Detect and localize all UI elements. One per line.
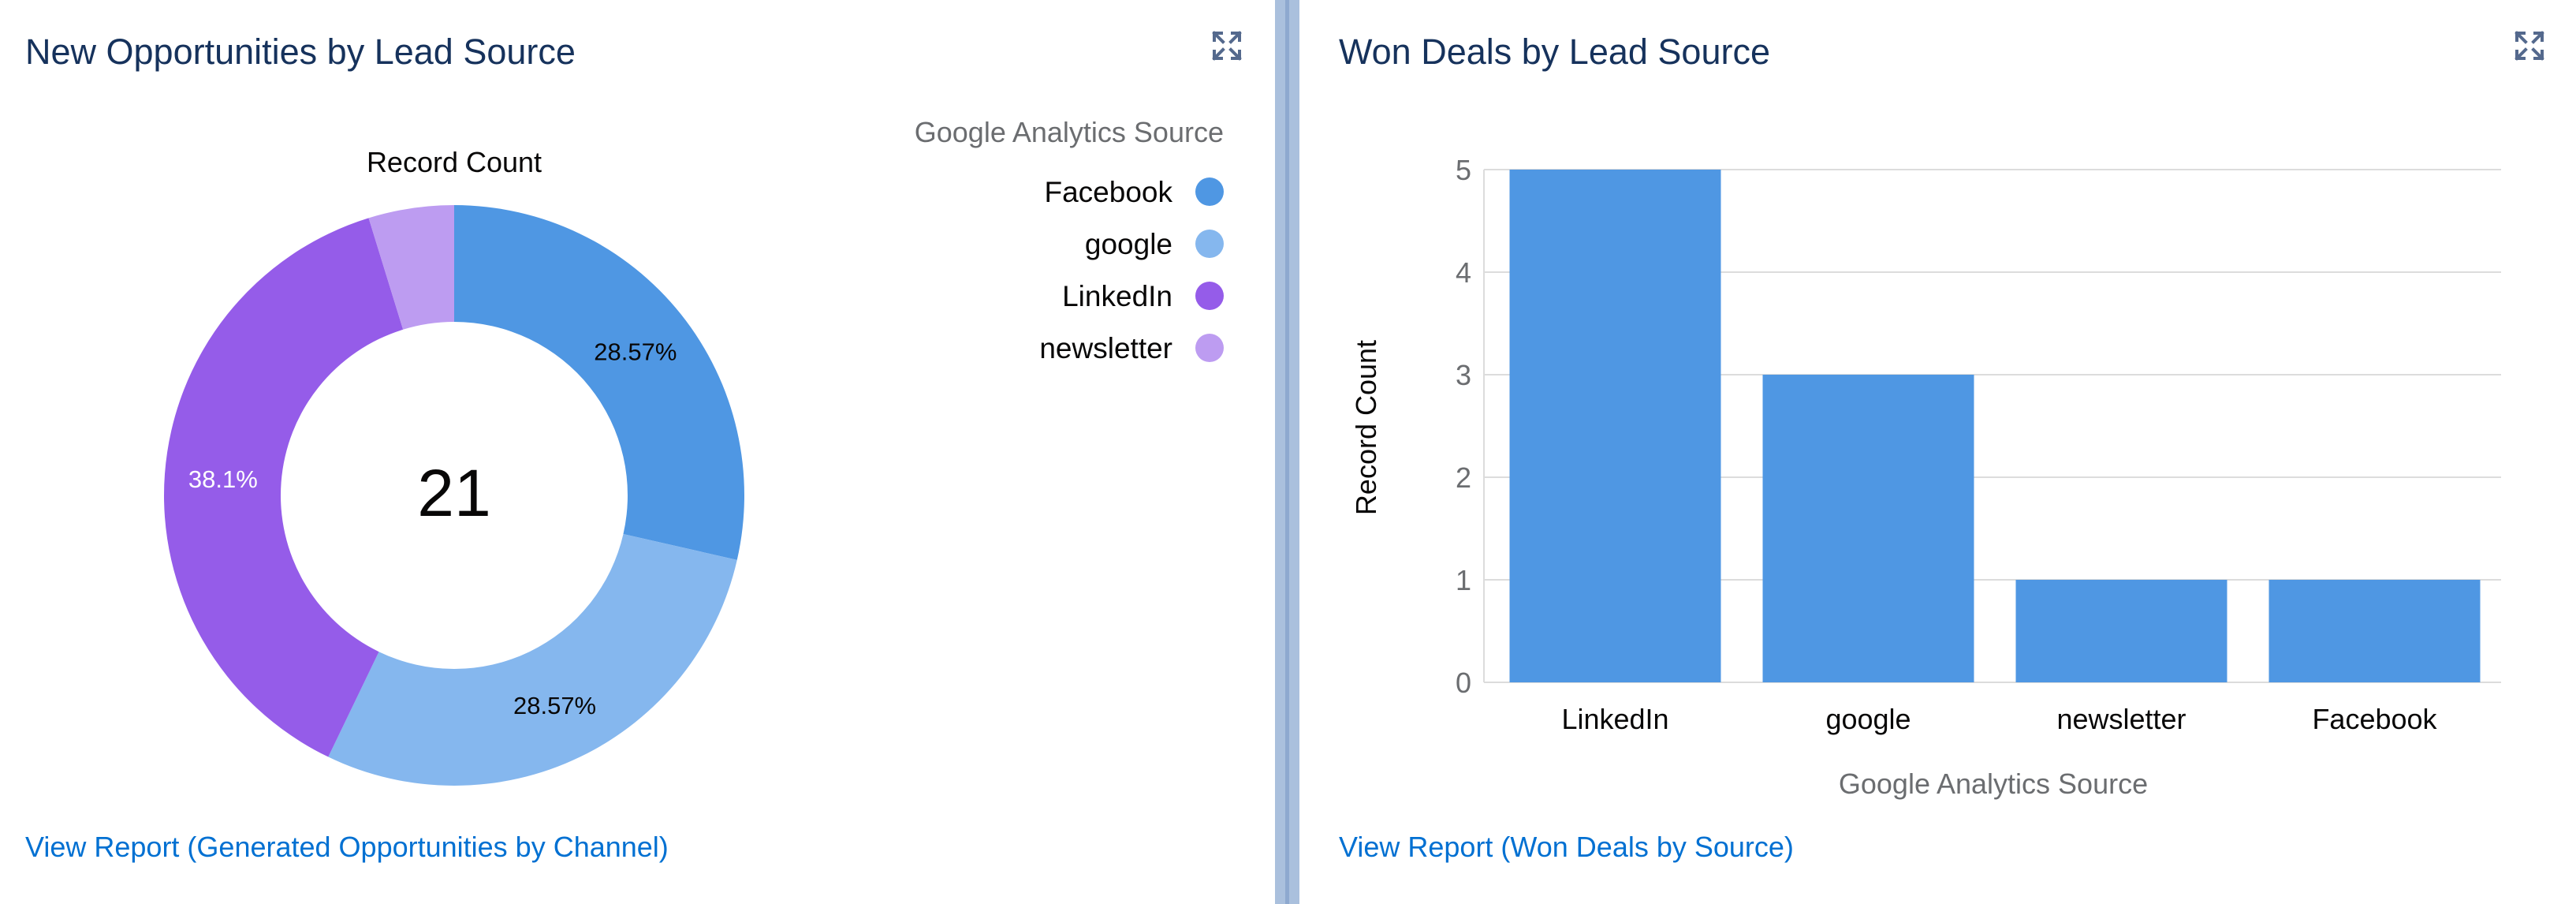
donut-chart: Record Count 21 28.57% 28.57% 38.1% Google… (164, 116, 1225, 786)
legend-swatch (1195, 334, 1224, 362)
x-tick-label: LinkedIn (1561, 703, 1668, 735)
expand-button[interactable] (2514, 30, 2545, 62)
donut-slice-linkedin[interactable] (164, 218, 404, 757)
slice-label-google: 28.57% (513, 692, 596, 719)
legend-swatch (1195, 282, 1224, 310)
total-record-count: 21 (417, 456, 490, 530)
legend-item-linkedin[interactable]: LinkedIn (1062, 280, 1224, 312)
divider-line (1285, 0, 1289, 904)
bar-newsletter[interactable] (2015, 580, 2227, 682)
x-axis-label: Google Analytics Source (1839, 768, 2148, 800)
view-report-link[interactable]: View Report (Won Deals by Source) (1339, 831, 1794, 863)
expand-icon (2514, 31, 2544, 61)
bar-facebook[interactable] (2268, 580, 2481, 682)
donut-slice-facebook[interactable] (454, 205, 745, 560)
x-tick-label: google (1825, 703, 1911, 735)
bar-linkedin[interactable] (1509, 170, 1721, 682)
x-tick-label: Facebook (2312, 703, 2437, 735)
legend-label: Facebook (1045, 176, 1173, 208)
bar-google[interactable] (1762, 375, 1974, 682)
legend-title: Google Analytics Source (915, 116, 1224, 148)
y-tick-label: 4 (1456, 256, 1471, 289)
y-axis-label: Record Count (1350, 340, 1382, 515)
donut-slice-google[interactable] (328, 533, 737, 786)
slice-label-facebook: 28.57% (594, 338, 677, 366)
y-tick-label: 0 (1456, 667, 1471, 699)
y-tick-label: 1 (1456, 564, 1471, 596)
card-title: Won Deals by Lead Source (1339, 32, 1770, 72)
legend-item-newsletter[interactable]: newsletter (1039, 332, 1224, 364)
expand-icon (1212, 31, 1242, 61)
y-tick-label: 5 (1456, 154, 1471, 186)
y-tick-label: 2 (1456, 461, 1471, 494)
legend-item-facebook[interactable]: Facebook (1045, 176, 1225, 208)
card-title: New Opportunities by Lead Source (25, 32, 576, 72)
won-deals-card: Won Deals by Lead Source 0 1 2 3 4 5 LinkedIn… (1299, 0, 2576, 904)
x-tick-label: newsletter (2056, 703, 2186, 735)
legend-label: newsletter (1039, 332, 1172, 364)
legend-item-google[interactable]: google (1085, 228, 1224, 260)
view-report-link[interactable]: View Report (Generated Opportunities by … (25, 831, 669, 863)
donut-slice-newsletter[interactable] (368, 205, 454, 330)
legend-swatch (1195, 230, 1224, 258)
slice-label-linkedin: 38.1% (188, 465, 258, 493)
legend-label: google (1085, 228, 1172, 260)
new-opportunities-card: New Opportunities by Lead Source Record … (0, 0, 1275, 904)
y-tick-label: 3 (1456, 359, 1471, 391)
expand-button[interactable] (1211, 30, 1243, 62)
chart-title: Record Count (367, 146, 542, 178)
legend-label: LinkedIn (1062, 280, 1172, 312)
legend-swatch (1195, 177, 1224, 206)
